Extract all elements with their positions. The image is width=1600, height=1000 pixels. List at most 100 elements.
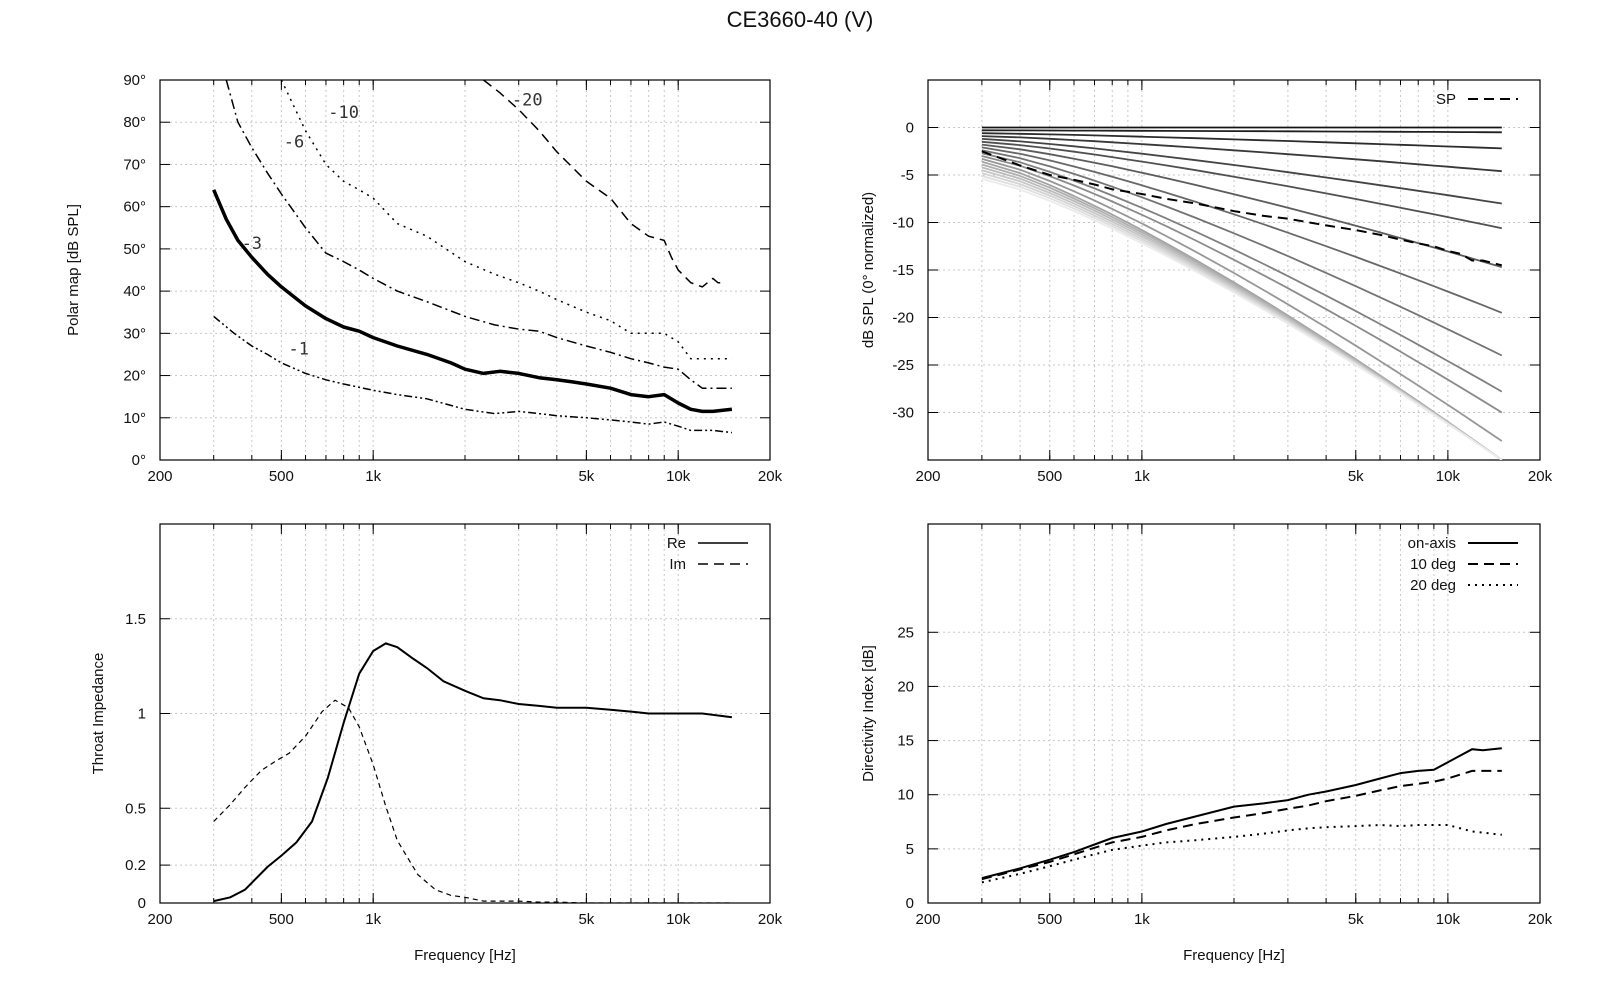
y-tick-label: 25 [897, 624, 914, 641]
x-tick-label: 200 [147, 911, 172, 928]
y-axis-label: dB SPL (0° normalized) [860, 192, 877, 348]
spl-curve [981, 140, 1502, 230]
x-tick-label: 1k [1134, 468, 1150, 485]
x-tick-label: 10k [1436, 911, 1461, 928]
contour-line [213, 315, 732, 434]
y-tick-label: 20° [123, 368, 146, 385]
spl-panel: 200 500 1k 5k 10k 20k 0 -5 -10 -15 -20 -25 -30 dB SPL… [860, 79, 1553, 485]
y-tick-label: -10 [892, 215, 914, 232]
spl-curve [981, 166, 1503, 460]
y-tick-label: 0.2 [125, 857, 146, 874]
polar-map-panel: 200 500 1k 5k 10k 20k 0° 10° 20° 30° 40° 50° 60° 70° 8… [65, 72, 783, 485]
contour-line [212, 189, 733, 414]
contour-label: -6 [284, 133, 304, 153]
x-tick-label: 20k [1528, 468, 1553, 485]
y-tick-label: 1.5 [125, 611, 146, 628]
legend-label: on-axis [1408, 535, 1456, 552]
x-tick-label: 10k [666, 468, 691, 485]
directivity-index-panel: 200 500 1k 5k 10k 20k 0 5 10 15 20 25 Directivity In… [860, 523, 1553, 964]
legend-label: 20 deg [1410, 577, 1456, 594]
x-tick-label: 1k [365, 468, 381, 485]
impedance-curves [213, 642, 733, 903]
figure-title: CE3660-40 (V) [727, 7, 874, 32]
y-tick-label: 10° [123, 410, 146, 427]
spl-curve [981, 138, 1502, 205]
y-tick-label: 10 [897, 787, 914, 804]
x-tick-label: 5k [1348, 468, 1364, 485]
y-tick-label: 40° [123, 283, 146, 300]
y-tick-label: 0 [906, 120, 914, 137]
legend-label: Im [669, 556, 686, 573]
spl-curve [981, 155, 1503, 414]
y-tick-label: 90° [123, 72, 146, 89]
contour-line [483, 80, 723, 288]
y-tick-label: 60° [123, 199, 146, 216]
spl-curve [981, 177, 1503, 460]
x-tick-label: 5k [1348, 911, 1364, 928]
contour-label: -20 [512, 90, 543, 110]
legend-label: SP [1436, 91, 1456, 108]
spl-curves [981, 126, 1503, 460]
di-curve [981, 823, 1502, 884]
x-axis-label: Frequency [Hz] [1183, 947, 1285, 964]
contour-line [225, 80, 732, 389]
x-tick-label: 200 [147, 468, 172, 485]
x-tick-label: 20k [758, 911, 783, 928]
y-tick-label: 30° [123, 325, 146, 342]
x-tick-label: 500 [269, 468, 294, 485]
y-axis-label: Polar map [dB SPL] [65, 204, 82, 336]
spl-curve [981, 152, 1503, 393]
spl-curve [981, 163, 1503, 460]
x-tick-label: 5k [578, 911, 594, 928]
y-tick-label: 1 [138, 706, 146, 723]
spl-curve [981, 160, 1503, 460]
y-tick-label: 0 [906, 895, 914, 912]
plot-frame [159, 523, 771, 904]
spl-curve [981, 135, 1502, 173]
contour-lines [212, 80, 733, 434]
plot-frame [159, 79, 771, 461]
sound-power-curve [981, 150, 1503, 267]
x-tick-label: 500 [269, 911, 294, 928]
y-tick-label: -15 [892, 262, 914, 279]
x-tick-label: 10k [1436, 468, 1461, 485]
y-tick-label: 0.5 [125, 800, 146, 817]
contour-label: -10 [328, 103, 359, 123]
y-tick-label: 80° [123, 114, 146, 131]
di-curve [981, 747, 1502, 880]
di-curves [981, 747, 1502, 884]
throat-impedance-panel: 200 500 1k 5k 10k 20k 0 0.2 0.5 1 1.5 Throat Impeda… [90, 523, 783, 964]
contour-line [280, 80, 732, 360]
x-axis-label: Frequency [Hz] [414, 947, 516, 964]
spl-curve [981, 129, 1502, 134]
x-tick-label: 500 [1037, 468, 1062, 485]
y-tick-label: -30 [892, 405, 914, 422]
x-tick-label: 20k [1528, 911, 1553, 928]
x-tick-label: 20k [758, 468, 783, 485]
x-tick-label: 1k [365, 911, 381, 928]
x-tick-label: 500 [1037, 911, 1062, 928]
x-tick-label: 10k [666, 911, 691, 928]
y-tick-label: 20 [897, 678, 914, 695]
real-impedance-curve [213, 642, 733, 903]
spl-curve [981, 169, 1503, 460]
y-tick-label: 0° [132, 452, 146, 469]
legend-label: Re [667, 535, 686, 552]
x-tick-label: 5k [578, 468, 594, 485]
y-axis-label: Throat Impedance [90, 653, 107, 775]
y-tick-label: 5 [906, 841, 914, 858]
y-tick-label: 70° [123, 156, 146, 173]
plot-frame [927, 523, 1541, 904]
x-tick-label: 200 [915, 911, 940, 928]
contour-label: -3 [242, 234, 262, 254]
spl-curve [981, 132, 1502, 150]
di-curve [981, 769, 1502, 881]
spl-curve [981, 146, 1503, 314]
spl-curve [981, 158, 1503, 442]
y-tick-label: 15 [897, 733, 914, 750]
y-tick-label: 50° [123, 241, 146, 258]
y-axis-label: Directivity Index [dB] [860, 645, 877, 782]
x-tick-label: 1k [1134, 911, 1150, 928]
contour-label: -1 [288, 339, 308, 359]
